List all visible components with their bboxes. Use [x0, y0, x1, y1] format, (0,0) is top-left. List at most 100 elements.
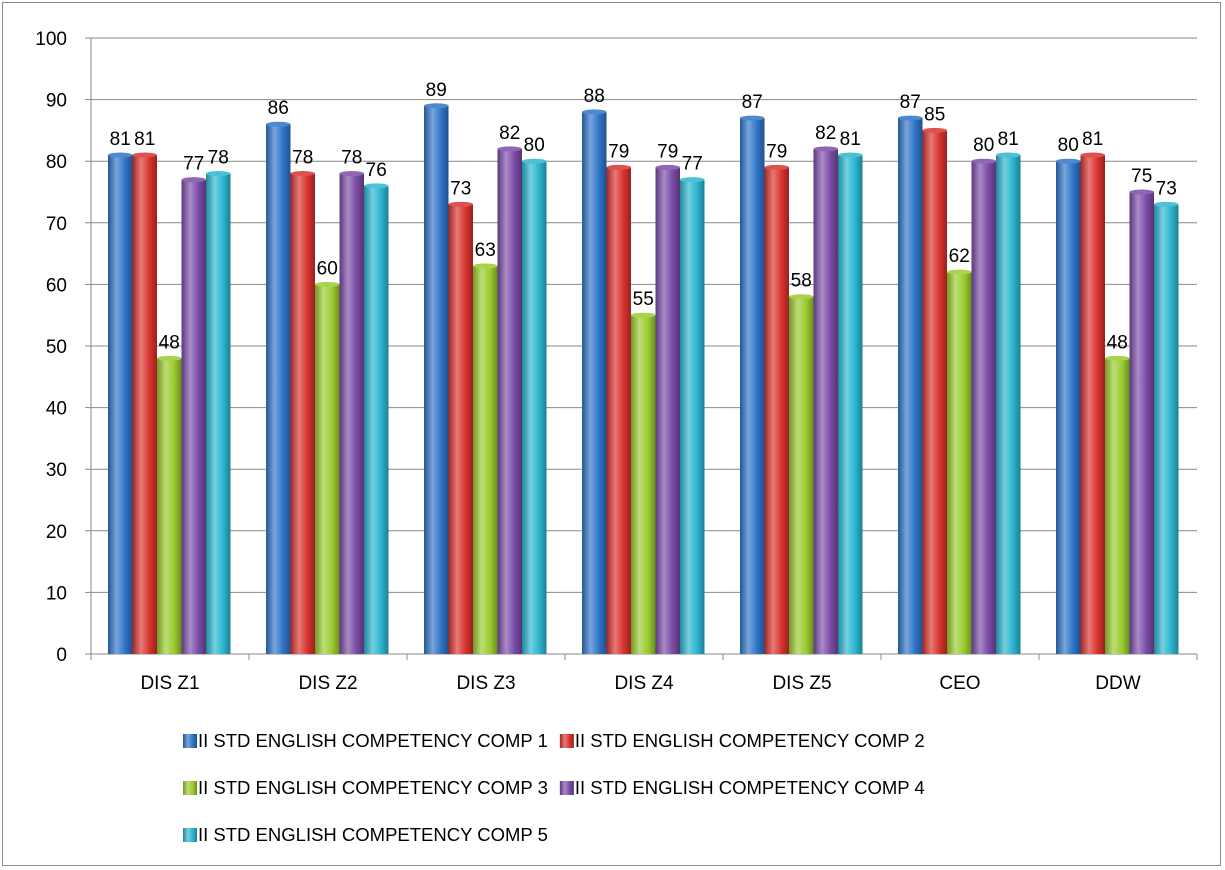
- x-category-label: DDW: [1095, 673, 1140, 694]
- bar: [206, 173, 231, 654]
- legend-label: II STD ENGLISH COMPETENCY COMP 1: [198, 730, 548, 751]
- legend-swatch: [183, 781, 197, 795]
- legend-label: II STD ENGLISH COMPETENCY COMP 5: [198, 824, 548, 845]
- data-label: 77: [183, 154, 204, 175]
- bar-cap: [655, 164, 680, 170]
- bar: [789, 296, 814, 654]
- data-label: 80: [973, 135, 994, 156]
- bar: [1154, 204, 1179, 654]
- bar: [971, 161, 996, 654]
- bar-cap: [680, 177, 705, 183]
- bar: [764, 167, 789, 655]
- data-label: 77: [682, 154, 703, 175]
- data-label: 89: [426, 80, 447, 101]
- bar-cap: [922, 127, 947, 133]
- data-label: 78: [341, 148, 362, 169]
- data-label: 79: [657, 141, 678, 162]
- bar-cap: [315, 281, 340, 287]
- bar: [996, 155, 1021, 655]
- bar: [448, 204, 473, 654]
- y-tick-label: 70: [46, 214, 67, 235]
- bar-cap: [424, 103, 449, 109]
- bar-cap: [631, 312, 656, 318]
- bar-cap: [740, 115, 765, 121]
- data-label: 81: [840, 129, 861, 150]
- x-category-label: DIS Z3: [456, 673, 515, 694]
- bar-cap: [448, 201, 473, 207]
- bar-cap: [1056, 158, 1081, 164]
- bar: [922, 130, 947, 654]
- bar: [290, 173, 315, 654]
- bar-cap: [971, 158, 996, 164]
- bar: [631, 315, 656, 654]
- data-label: 85: [924, 104, 945, 125]
- bar: [813, 148, 838, 654]
- bar-cap: [996, 152, 1021, 158]
- y-tick-label: 20: [46, 522, 67, 543]
- bar: [582, 111, 607, 655]
- bar: [157, 358, 182, 654]
- legend-swatch: [559, 734, 574, 748]
- y-tick-label: 80: [46, 152, 67, 173]
- bar-cap: [606, 164, 631, 170]
- legend-swatch: [183, 734, 197, 748]
- bar: [1056, 161, 1081, 654]
- bar: [266, 124, 291, 655]
- data-label: 79: [608, 141, 629, 162]
- bar: [740, 118, 765, 654]
- bar-chart: 0 10 20 30 40 50 60 70 80 90 100 DIS Z1 DIS Z2 DIS Z3…: [35, 29, 1198, 845]
- x-category-label: DIS Z1: [140, 673, 199, 694]
- bar: [522, 161, 547, 654]
- legend: II STD ENGLISH COMPETENCY COMP 1 II STD E…: [183, 730, 925, 845]
- y-tick-label: 90: [46, 91, 67, 112]
- bar-cap: [206, 171, 231, 177]
- bar-cap: [290, 171, 315, 177]
- bar: [838, 155, 863, 655]
- data-label: 81: [1082, 129, 1103, 150]
- bar-cap: [522, 158, 547, 164]
- data-label: 73: [450, 178, 471, 199]
- y-tick-label: 40: [46, 399, 67, 420]
- y-tick-label: 0: [56, 645, 67, 666]
- bar: [315, 284, 340, 654]
- y-tick-label: 30: [46, 460, 67, 481]
- bar: [108, 155, 133, 655]
- bar: [473, 265, 498, 654]
- bar: [339, 173, 364, 654]
- data-label: 63: [475, 240, 496, 261]
- data-label: 81: [110, 129, 131, 150]
- bar: [680, 179, 705, 654]
- data-label: 81: [998, 129, 1019, 150]
- bar-cap: [1105, 355, 1130, 361]
- bar: [655, 167, 680, 655]
- data-label: 48: [1107, 332, 1128, 353]
- bar: [424, 105, 449, 654]
- bar-cap: [339, 171, 364, 177]
- legend-swatch: [559, 781, 574, 795]
- legend-label: II STD ENGLISH COMPETENCY COMP 2: [575, 730, 925, 751]
- bar: [364, 185, 389, 654]
- bar: [1080, 155, 1105, 655]
- y-tick-label: 60: [46, 275, 67, 296]
- bar-cap: [1154, 201, 1179, 207]
- bar: [947, 272, 972, 654]
- bar-cap: [157, 355, 182, 361]
- bar-cap: [764, 164, 789, 170]
- bar-cap: [838, 152, 863, 158]
- data-label: 73: [1156, 178, 1177, 199]
- data-label: 76: [366, 160, 387, 181]
- y-tick-label: 100: [35, 29, 67, 50]
- bar-cap: [789, 294, 814, 300]
- data-label: 80: [1058, 135, 1079, 156]
- data-label: 82: [815, 123, 836, 144]
- bar-cap: [947, 269, 972, 275]
- bar-cap: [582, 109, 607, 115]
- bar-cap: [266, 121, 291, 127]
- bar-cap: [813, 146, 838, 152]
- data-label: 55: [633, 289, 654, 310]
- x-category-label: CEO: [939, 673, 980, 694]
- data-label: 86: [268, 98, 289, 119]
- legend-label: II STD ENGLISH COMPETENCY COMP 4: [575, 777, 925, 798]
- data-label: 60: [317, 258, 338, 279]
